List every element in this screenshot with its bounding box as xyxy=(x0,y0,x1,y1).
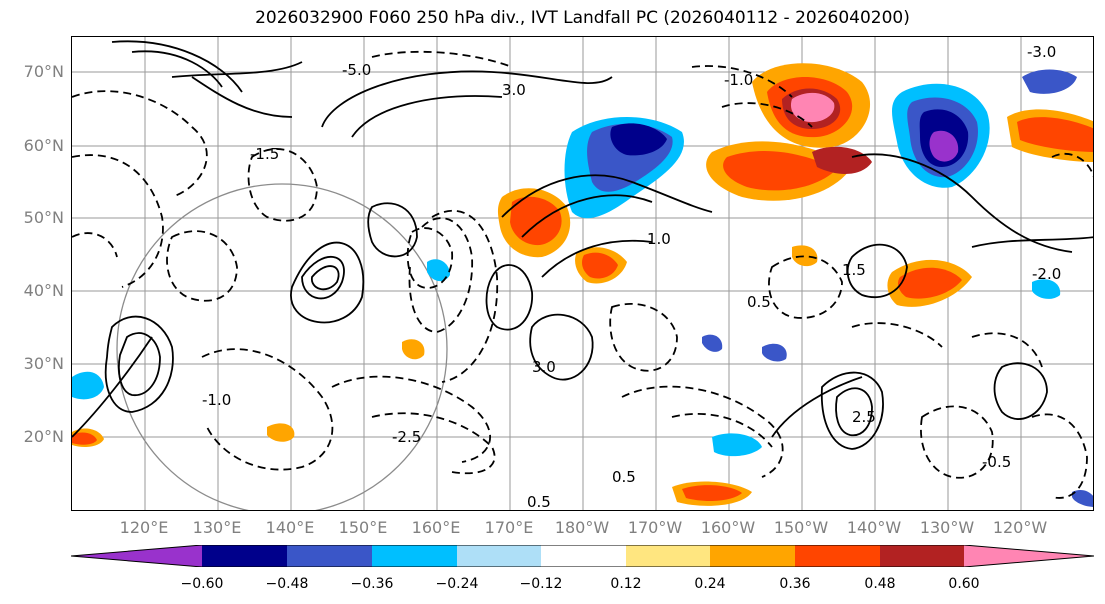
lat-label-30n: 30°N xyxy=(23,354,64,373)
contour-label: -2.5 xyxy=(392,428,421,446)
lon-label: 130°E xyxy=(192,518,242,537)
landfall-circle xyxy=(116,183,448,510)
lat-label-70n: 70°N xyxy=(23,62,64,81)
contour-label: -3.0 xyxy=(1027,43,1056,61)
lat-label-60n: 60°N xyxy=(23,136,64,155)
contour-label: 0.5 xyxy=(527,493,551,511)
ivt-shading xyxy=(72,63,1093,507)
lon-label: 120°W xyxy=(992,518,1048,537)
colorbar-tick-label: 0.36 xyxy=(779,576,811,592)
lon-label: 170°W xyxy=(627,518,683,537)
contour-labels: -5.0 3.0 -1.0 -3.0 -1.5 1.0 1.5 0.5 3.0 … xyxy=(202,43,1061,511)
lon-label: 140°E xyxy=(265,518,315,537)
contour-label: 1.5 xyxy=(842,261,866,279)
positive-divergence-contours xyxy=(72,40,1093,450)
map-panel: -5.0 3.0 -1.0 -3.0 -1.5 1.0 1.5 0.5 3.0 … xyxy=(71,36,1094,511)
colorbar-segment xyxy=(287,545,372,567)
contour-label: 1.0 xyxy=(647,230,671,248)
colorbar-tick-label: −0.60 xyxy=(180,576,224,592)
contour-label: -2.0 xyxy=(1032,265,1061,283)
contour-label: 3.0 xyxy=(532,358,556,376)
lat-label-20n: 20°N xyxy=(23,427,64,446)
lon-label: 160°E xyxy=(411,518,461,537)
colorbar-segment xyxy=(457,545,541,567)
contour-label: 0.5 xyxy=(747,293,771,311)
contour-label: 2.5 xyxy=(852,408,876,426)
lon-label: 130°W xyxy=(919,518,975,537)
contour-label: 0.5 xyxy=(612,468,636,486)
colorbar-tick-label: −0.36 xyxy=(350,576,394,592)
lon-label: 150°E xyxy=(338,518,388,537)
map-title: 2026032900 F060 250 hPa div., IVT Landfa… xyxy=(255,8,910,28)
colorbar-tick-label: 0.12 xyxy=(610,576,642,592)
lon-label: 170°E xyxy=(484,518,534,537)
colorbar-tick-label: 0.60 xyxy=(948,576,980,592)
colorbar-tick-label: 0.48 xyxy=(864,576,896,592)
colorbar-segment xyxy=(880,545,964,567)
colorbar-segment xyxy=(71,545,202,567)
contour-label: -1.0 xyxy=(724,71,753,89)
contour-label: -1.0 xyxy=(202,391,231,409)
colorbar-segment xyxy=(964,545,1094,567)
colorbar-segment xyxy=(202,545,287,567)
lon-label: 140°W xyxy=(846,518,902,537)
colorbar xyxy=(71,545,1094,567)
lon-label: 150°W xyxy=(773,518,829,537)
colorbar-tick-label: −0.24 xyxy=(435,576,479,592)
lon-label: 180°W xyxy=(554,518,610,537)
contour-label: -1.5 xyxy=(250,145,279,163)
map-canvas: -5.0 3.0 -1.0 -3.0 -1.5 1.0 1.5 0.5 3.0 … xyxy=(72,37,1093,511)
lon-label: 160°W xyxy=(700,518,756,537)
lat-label-50n: 50°N xyxy=(23,208,64,227)
colorbar-segment xyxy=(372,545,457,567)
colorbar-tick-label: −0.12 xyxy=(519,576,563,592)
lat-label-40n: 40°N xyxy=(23,281,64,300)
colorbar-segment xyxy=(626,545,710,567)
colorbar-tick-label: 0.24 xyxy=(694,576,726,592)
colorbar-segment xyxy=(795,545,880,567)
colorbar-tick-label: −0.48 xyxy=(265,576,309,592)
contour-label: -5.0 xyxy=(342,61,371,79)
colorbar-segment xyxy=(710,545,795,567)
contour-label: -0.5 xyxy=(982,453,1011,471)
negative-divergence-contours xyxy=(72,50,1093,499)
contour-label: 3.0 xyxy=(502,81,526,99)
colorbar-segment xyxy=(541,545,626,567)
lon-label: 120°E xyxy=(119,518,169,537)
